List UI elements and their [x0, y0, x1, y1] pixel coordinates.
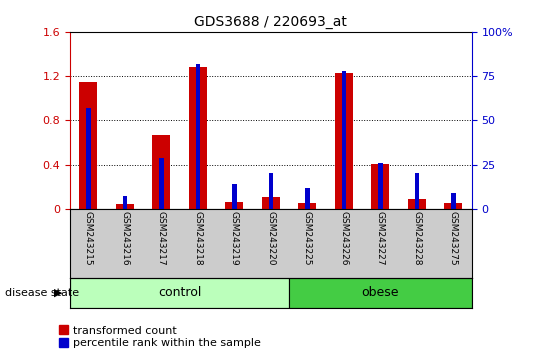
Bar — [86, 108, 91, 209]
Text: obese: obese — [362, 286, 399, 299]
Text: GSM243218: GSM243218 — [194, 211, 202, 266]
Title: GDS3688 / 220693_at: GDS3688 / 220693_at — [195, 16, 347, 29]
Bar — [305, 188, 309, 209]
Bar — [371, 164, 390, 209]
Bar — [444, 203, 462, 209]
Text: GSM243215: GSM243215 — [84, 211, 93, 266]
Bar — [152, 135, 170, 209]
Bar — [451, 193, 455, 209]
Bar — [407, 199, 426, 209]
Text: GSM243226: GSM243226 — [340, 211, 348, 266]
Bar — [189, 67, 207, 209]
Text: control: control — [158, 286, 201, 299]
Text: GSM243228: GSM243228 — [412, 211, 421, 266]
Text: GSM243217: GSM243217 — [157, 211, 166, 266]
Text: GSM243219: GSM243219 — [230, 211, 239, 266]
Bar — [342, 71, 346, 209]
Bar — [196, 64, 200, 209]
Bar — [159, 158, 163, 209]
Text: GSM243225: GSM243225 — [303, 211, 312, 266]
Bar — [116, 204, 134, 209]
Bar — [298, 203, 316, 209]
Bar — [289, 278, 472, 308]
Bar — [79, 82, 98, 209]
Text: GSM243216: GSM243216 — [120, 211, 129, 266]
Text: ▶: ▶ — [54, 288, 63, 298]
Bar — [70, 278, 289, 308]
Bar — [268, 173, 273, 209]
Bar — [378, 163, 383, 209]
Text: GSM243220: GSM243220 — [266, 211, 275, 266]
Bar — [232, 184, 237, 209]
Text: disease state: disease state — [5, 288, 80, 298]
Bar — [225, 202, 244, 209]
Legend: transformed count, percentile rank within the sample: transformed count, percentile rank withi… — [59, 325, 261, 348]
Text: GSM243275: GSM243275 — [449, 211, 458, 266]
Text: GSM243227: GSM243227 — [376, 211, 385, 266]
Bar — [414, 173, 419, 209]
Bar — [262, 197, 280, 209]
Bar — [335, 73, 353, 209]
Bar — [123, 196, 127, 209]
